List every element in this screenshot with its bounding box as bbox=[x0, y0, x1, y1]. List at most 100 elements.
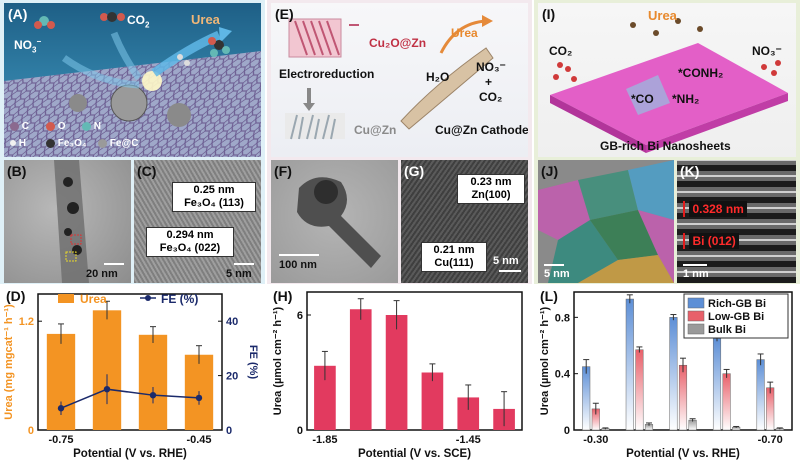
bar bbox=[722, 373, 731, 431]
scale-bar bbox=[104, 263, 124, 265]
x-tick-label: -1.45 bbox=[456, 434, 481, 446]
legend-o: O bbox=[57, 121, 66, 132]
intermediate-nh2: *NH₂ bbox=[672, 92, 700, 106]
y-tick-label: 0 bbox=[297, 425, 303, 437]
legend-fec: Fe@C bbox=[109, 138, 139, 149]
intermediate-co: *CO bbox=[631, 92, 654, 106]
red-marker bbox=[683, 200, 685, 217]
panel-label: (B) bbox=[7, 163, 27, 179]
bar bbox=[421, 372, 444, 430]
scale-bar bbox=[234, 263, 254, 265]
reagent-water: H₂O bbox=[426, 70, 450, 84]
legend-swatch-urea bbox=[58, 294, 74, 303]
legend-dot bbox=[46, 138, 55, 148]
lattice-plane: Bi (012) bbox=[689, 233, 739, 249]
cathode-label: Cu@Zn Cathode bbox=[435, 123, 528, 137]
plot-frame bbox=[306, 291, 523, 431]
bar bbox=[756, 359, 765, 431]
panel-label: (J) bbox=[541, 163, 559, 179]
bar bbox=[92, 310, 122, 430]
bottom-material: Cu@Zn bbox=[354, 123, 397, 137]
lattice-box-1: 0.25 nm Fe₃O₄ (113) bbox=[172, 182, 256, 212]
x-tick-label: -0.45 bbox=[186, 434, 211, 446]
scale-text: 20 nm bbox=[86, 268, 118, 280]
spacing-label: 0.328 nm bbox=[683, 200, 747, 218]
legend-label: Rich-GB Bi bbox=[708, 298, 766, 310]
panel-label: (G) bbox=[404, 163, 425, 179]
x-axis-label: Potential (V vs. SCE) bbox=[358, 448, 471, 460]
scale-text: 100 nm bbox=[279, 259, 317, 271]
lattice-box-1: 0.23 nm Zn(100) bbox=[457, 174, 525, 204]
lattice-plane: Zn(100) bbox=[471, 189, 511, 201]
panel-h-chart: (H) 0 6 -1.85 -1.45 Potential (V vs. SCE) Ure… bbox=[267, 284, 532, 461]
legend-dot bbox=[10, 121, 19, 131]
legend-label-fe: FE (%) bbox=[161, 292, 198, 306]
lattice-spacing: 0.328 nm bbox=[689, 201, 747, 217]
column-fe-catalyst: (A) Urea NO3− CO2 C O N H Fe₃O₄ Fe@C (B)… bbox=[0, 0, 265, 461]
scale-text: 1 nm bbox=[683, 268, 709, 280]
y-tick-label: 0 bbox=[28, 425, 34, 437]
co2-label: CO₂ bbox=[549, 44, 573, 58]
plus-sign: + bbox=[485, 75, 493, 89]
legend-label: Bulk Bi bbox=[708, 324, 746, 336]
y-axis-label: Urea (µmol cm⁻² h⁻¹) bbox=[272, 306, 284, 415]
legend-marker-fe bbox=[145, 295, 151, 301]
scale-bar bbox=[499, 270, 521, 272]
panel-a-illustration: (A) Urea NO3− CO2 C O N H Fe₃O₄ Fe@C bbox=[4, 3, 261, 157]
grain-map bbox=[538, 160, 674, 283]
bar bbox=[669, 317, 678, 431]
legend-dot bbox=[82, 121, 91, 131]
y-tick-label: 0.4 bbox=[555, 369, 571, 381]
lattice-spacing: 0.25 nm bbox=[193, 184, 235, 196]
panel-label: (D) bbox=[6, 288, 26, 304]
urea-comparison-chart: 0 0.4 0.8 -0.30 -0.70 Potential (V vs. RHE) Ur… bbox=[539, 291, 793, 460]
panel-e-illustration: (E) Cu₂O@Zn Urea Electroreduction H₂O NO… bbox=[271, 3, 528, 157]
urea-fe-chart: 0 1.2 -0.75 -0.45 Potential (V vs. RHE) Urea … bbox=[3, 292, 259, 460]
lattice-plane: Fe₃O₄ (113) bbox=[184, 197, 244, 209]
x-tick-label: -1.85 bbox=[312, 434, 337, 446]
fe-point bbox=[195, 394, 203, 402]
urea-yield-chart: 0 6 -1.85 -1.45 Potential (V vs. SCE) Urea (µ… bbox=[272, 291, 523, 460]
bar bbox=[688, 419, 697, 431]
co2-label: CO2 bbox=[127, 13, 150, 30]
urea-label: Urea bbox=[451, 26, 478, 40]
bar bbox=[457, 397, 480, 430]
bar bbox=[314, 365, 336, 430]
legend-swatch bbox=[687, 297, 705, 309]
panel-label: (L) bbox=[540, 288, 558, 304]
y2-tick-label: 40 bbox=[226, 316, 238, 328]
legend-label-urea: Urea bbox=[80, 292, 107, 306]
panel-k-lattice: (K) 0.328 nm Bi (012) 1 nm bbox=[677, 160, 796, 283]
column-bi-catalyst: (I) Urea CO₂ NO₃⁻ *CONH₂ *CO *NH₂ GB-ric… bbox=[534, 0, 800, 461]
intermediate-conh2: *CONH₂ bbox=[678, 66, 724, 80]
bar bbox=[385, 315, 408, 430]
legend-n: N bbox=[93, 121, 102, 132]
fe-point bbox=[103, 386, 111, 393]
legend-h: H bbox=[18, 138, 27, 149]
x-tick-label: -0.75 bbox=[48, 434, 73, 446]
panel-label: (K) bbox=[680, 163, 700, 179]
y2-axis-label: FE (%) bbox=[247, 345, 259, 380]
bar bbox=[635, 349, 644, 431]
plot-frame bbox=[37, 293, 223, 431]
y-tick-label: 6 bbox=[297, 310, 303, 322]
panel-g-hrtem: (G) 0.23 nm Zn(100) 0.21 nm Cu(111) 5 nm bbox=[401, 160, 528, 283]
panel-f-tem: (F) 100 nm bbox=[271, 160, 398, 283]
fe-line bbox=[60, 388, 200, 409]
x-axis-label: Potential (V vs. RHE) bbox=[626, 448, 740, 460]
nitrate-label: NO3− bbox=[14, 37, 42, 55]
red-marker bbox=[683, 232, 685, 249]
x-tick-label: -0.70 bbox=[758, 434, 783, 446]
fe-point bbox=[149, 391, 157, 399]
panel-label: (A) bbox=[8, 6, 28, 22]
scale-bar bbox=[544, 264, 564, 266]
lattice-box-2: 0.294 nm Fe₃O₄ (022) bbox=[146, 227, 234, 257]
legend-dot bbox=[10, 140, 16, 147]
atom-legend: C O N H Fe₃O₄ Fe@C bbox=[10, 121, 160, 155]
bar bbox=[46, 333, 76, 430]
graphene-sheet bbox=[4, 12, 261, 157]
panel-j-grain-map: (J) 5 nm bbox=[538, 160, 674, 283]
top-material: Cu₂O@Zn bbox=[369, 36, 427, 50]
scale-bar bbox=[279, 254, 319, 256]
panel-label: (F) bbox=[274, 163, 292, 179]
